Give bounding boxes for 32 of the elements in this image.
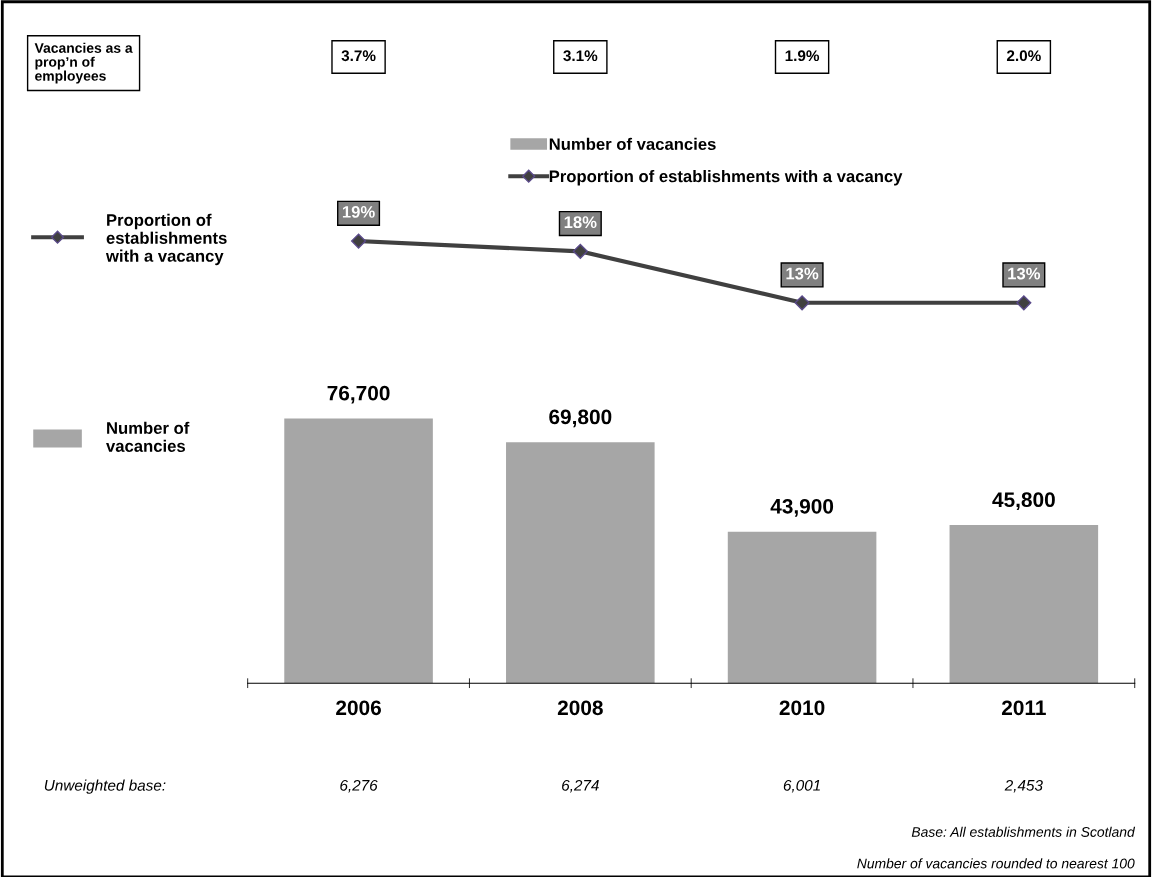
data-label: 18% [564, 216, 597, 229]
data-label: 13% [1008, 267, 1041, 280]
text: 6,274 [562, 779, 599, 793]
text: Number of vacancies [106, 421, 190, 452]
x-tick-label: 2008 [557, 700, 603, 716]
text: 1.9% [785, 50, 820, 62]
x-tick-label: 2010 [779, 700, 825, 716]
text: 3.7% [341, 50, 376, 62]
bar [949, 525, 1099, 684]
data-label: 43,900 [770, 498, 834, 517]
legend-label: Proportion of establishments with a vacancy [549, 169, 903, 186]
text: 2,453 [1004, 779, 1043, 793]
bar [284, 418, 433, 684]
text: Base: All establishments in Scotland [911, 826, 1136, 837]
text: Vacancies as a prop’n of employees [34, 42, 133, 84]
data-label: 19% [342, 205, 375, 218]
bar [727, 531, 877, 684]
text: 6,001 [783, 779, 820, 793]
data-label: 45,800 [992, 492, 1055, 511]
text: 3.1% [563, 50, 598, 62]
x-tick-label: 2006 [336, 700, 381, 716]
text: Number of vacancies rounded to nearest 100 [857, 858, 1135, 869]
data-label: 76,700 [327, 385, 390, 404]
text: 2.0% [1006, 50, 1041, 62]
text: 6,276 [340, 779, 378, 793]
text: Proportion of establishments with a vacancy [105, 213, 227, 266]
data-label: 69,800 [549, 409, 612, 428]
bar [506, 442, 655, 684]
text: Unweighted base: [44, 779, 166, 794]
legend-label: Number of vacancies [549, 137, 716, 151]
x-tick-label: 2011 [1001, 700, 1046, 716]
data-label: 13% [786, 267, 819, 280]
